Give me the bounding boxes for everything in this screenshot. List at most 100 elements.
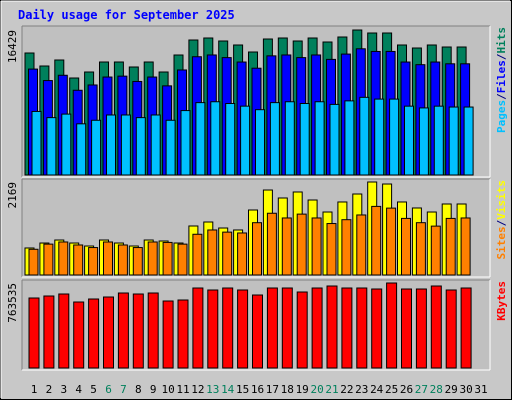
x-tick-label: 20	[310, 383, 323, 396]
bar	[58, 293, 70, 369]
bar	[389, 98, 400, 176]
x-tick-label: 11	[176, 383, 189, 396]
bar	[132, 247, 143, 276]
bar	[46, 117, 57, 176]
bar	[281, 217, 292, 276]
bar	[430, 285, 442, 369]
bar	[103, 296, 114, 369]
bar	[255, 109, 265, 176]
bar	[281, 287, 293, 369]
bar	[225, 103, 236, 176]
y-tick-label: 763535	[6, 283, 19, 323]
x-tick-label: 25	[385, 383, 398, 396]
x-tick-label: 16	[251, 383, 264, 396]
legend-separator: /	[495, 53, 508, 60]
bar	[311, 217, 322, 276]
x-tick-label: 3	[60, 383, 67, 396]
bar	[341, 287, 353, 369]
bar	[147, 292, 159, 369]
legend-entry: Hits	[495, 27, 508, 54]
bar	[162, 241, 173, 276]
bar	[252, 294, 263, 369]
legend: Sites/Visits	[495, 180, 508, 260]
x-tick-label: 5	[90, 383, 97, 396]
bar	[180, 110, 191, 176]
bar	[266, 287, 278, 369]
x-tick-label: 21	[325, 383, 338, 396]
bar	[76, 123, 87, 176]
x-tick-label: 9	[150, 383, 157, 396]
bar	[177, 243, 188, 276]
chart-title: Daily usage for September 2025	[18, 8, 235, 22]
legend-entry: Pages	[495, 100, 508, 133]
bar	[386, 282, 398, 369]
legend-entry: Sites	[495, 226, 508, 259]
bar	[359, 96, 370, 176]
bar	[88, 298, 100, 369]
bar	[463, 106, 474, 176]
bar	[28, 248, 39, 276]
bar	[150, 114, 161, 176]
bar	[237, 289, 249, 369]
bar	[266, 212, 277, 276]
bar	[460, 217, 471, 276]
bar	[91, 119, 102, 176]
bar	[210, 101, 221, 176]
x-tick-label: 7	[120, 383, 127, 396]
bar	[237, 232, 248, 276]
bar	[401, 288, 412, 369]
bar	[371, 205, 382, 276]
legend-entry: Files	[495, 60, 508, 93]
bar	[415, 222, 426, 276]
legend-separator: /	[495, 219, 508, 226]
x-tick-label: 18	[281, 383, 294, 396]
bar	[344, 100, 355, 176]
x-tick-label: 26	[400, 383, 413, 396]
bar	[61, 113, 72, 176]
bar	[135, 117, 146, 176]
bar	[58, 241, 69, 276]
bar	[356, 214, 367, 276]
legend-separator: /	[495, 93, 508, 100]
bar	[88, 247, 99, 276]
x-tick-label: 14	[221, 383, 235, 396]
y-tick-label: 16429	[6, 30, 19, 63]
bar	[207, 229, 218, 276]
bar	[314, 101, 325, 176]
bar	[120, 114, 131, 176]
bar	[222, 287, 234, 369]
x-tick-label: 6	[105, 383, 112, 396]
x-tick-label: 28	[430, 383, 443, 396]
x-tick-label: 13	[206, 383, 219, 396]
y-tick-label: 2169	[6, 182, 19, 209]
x-tick-label: 30	[459, 383, 472, 396]
bar	[386, 207, 397, 276]
x-tick-label: 23	[355, 383, 368, 396]
bar	[103, 241, 113, 276]
x-tick-label: 31	[474, 383, 487, 396]
bar	[43, 243, 54, 276]
bar	[326, 285, 338, 369]
bar	[269, 102, 280, 176]
legend-entry: Visits	[495, 180, 508, 220]
bar	[117, 244, 128, 276]
bar	[418, 107, 429, 176]
bar	[207, 289, 219, 369]
bar	[252, 222, 262, 276]
x-tick-label: 12	[191, 383, 204, 396]
bar	[415, 288, 427, 369]
bar	[117, 292, 129, 369]
bar	[311, 287, 323, 369]
bar	[448, 106, 459, 176]
bar	[374, 98, 385, 176]
x-tick-label: 19	[296, 383, 309, 396]
x-tick-label: 27	[415, 383, 428, 396]
bar	[177, 299, 189, 369]
bar	[296, 291, 308, 369]
bar	[445, 217, 456, 276]
bar	[73, 301, 85, 369]
x-tick-label: 24	[370, 383, 384, 396]
x-tick-label: 10	[161, 383, 174, 396]
bar	[73, 244, 84, 276]
